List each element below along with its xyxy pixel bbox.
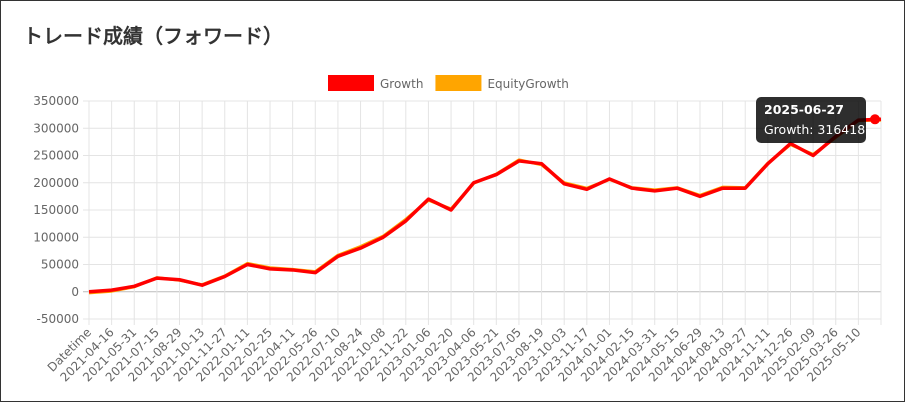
y-tick-label: 300000 — [33, 121, 79, 135]
tooltip: 2025-06-27 Growth: 316418 — [756, 97, 866, 143]
legend-swatch — [435, 75, 482, 91]
y-tick-label: -50000 — [36, 312, 79, 326]
y-tick-label: 350000 — [33, 94, 79, 108]
y-tick-label: 250000 — [33, 149, 79, 163]
y-tick-label: 0 — [71, 285, 79, 299]
y-tick-label: 100000 — [33, 230, 79, 244]
y-tick-label: 200000 — [33, 176, 79, 190]
tooltip-body: Growth: 316418 — [764, 122, 865, 137]
chart-title: トレード成績（フォワード） — [23, 24, 283, 48]
hover-point — [870, 114, 880, 125]
tooltip-title: 2025-06-27 — [764, 102, 844, 117]
series-line — [88, 117, 882, 294]
y-tick-label: 150000 — [33, 203, 79, 217]
legend-swatch — [328, 75, 374, 91]
y-tick-label: 50000 — [41, 258, 79, 272]
series-line — [88, 118, 882, 295]
legend-label: Growth — [380, 77, 423, 91]
legend-label: EquityGrowth — [487, 77, 568, 91]
tooltip-box — [756, 97, 866, 143]
